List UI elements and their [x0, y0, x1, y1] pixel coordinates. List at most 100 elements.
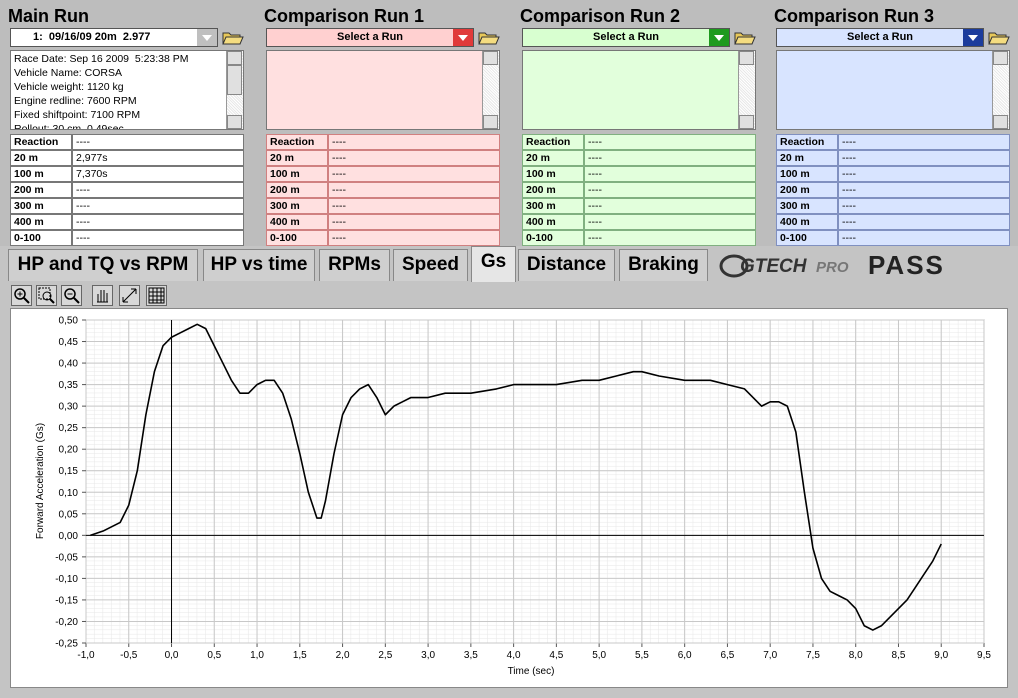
run-info-line: Rollout: 30 cm, 0,49sec — [14, 123, 124, 130]
tab[interactable]: HP and TQ vs RPM — [8, 249, 198, 281]
split-value: ---- — [584, 150, 756, 166]
dropdown-arrow[interactable] — [197, 29, 217, 46]
open-folder-button[interactable] — [988, 30, 1010, 46]
split-label: Reaction — [10, 134, 72, 150]
zoom-out-tool[interactable] — [61, 285, 82, 306]
x-tick-label: 7,0 — [763, 650, 777, 661]
split-label: 400 m — [522, 214, 584, 230]
zoom-box-tool[interactable] — [36, 285, 57, 306]
split-value: ---- — [584, 230, 756, 246]
run-info-box: Race Date: Sep 16 2009 5:23:38 PM Vehicle… — [10, 50, 244, 130]
split-value: ---- — [328, 230, 500, 246]
x-tick-label: 1,0 — [250, 650, 264, 661]
run-selector[interactable]: Select a Run — [266, 28, 474, 47]
y-axis-label: Forward Acceleration (Gs) — [35, 423, 46, 539]
scroll-up[interactable] — [739, 51, 754, 65]
split-label: 200 m — [10, 182, 72, 198]
scrollbar[interactable] — [482, 51, 499, 129]
y-tick-label: 0,25 — [59, 423, 79, 434]
scroll-down[interactable] — [483, 115, 498, 129]
split-value: 2,977s — [72, 150, 244, 166]
split-value: ---- — [584, 134, 756, 150]
y-tick-label: 0,45 — [59, 337, 79, 348]
run-info-box — [522, 50, 756, 130]
tab[interactable]: Gs — [471, 246, 516, 282]
scrollbar[interactable] — [738, 51, 755, 129]
x-tick-label: 0,0 — [165, 650, 179, 661]
scrollbar[interactable] — [992, 51, 1009, 129]
scroll-up[interactable] — [483, 51, 498, 65]
split-value: ---- — [838, 182, 1010, 198]
run-selector-text: Select a Run — [336, 31, 404, 43]
run-info-box — [266, 50, 500, 130]
split-value: ---- — [72, 182, 244, 198]
run-selector-text: Select a Run — [846, 31, 914, 43]
y-tick-label: 0,00 — [59, 531, 79, 542]
tab[interactable]: Distance — [518, 249, 615, 281]
tab[interactable]: Braking — [619, 249, 708, 281]
run-selector[interactable]: 1: 09/16/09 20m 2.977 — [10, 28, 218, 47]
scroll-down[interactable] — [227, 115, 242, 129]
tab[interactable]: HP vs time — [203, 249, 315, 281]
run-info-box — [776, 50, 1010, 130]
y-tick-label: 0,20 — [59, 445, 79, 456]
logo-product: PASS — [868, 250, 945, 280]
dropdown-arrow[interactable] — [963, 29, 983, 46]
split-value: ---- — [838, 166, 1010, 182]
scroll-down[interactable] — [739, 115, 754, 129]
data-line — [90, 323, 942, 631]
x-tick-label: 2,5 — [378, 650, 392, 661]
x-tick-label: 4,0 — [507, 650, 521, 661]
dropdown-arrow[interactable] — [453, 29, 473, 46]
scroll-thumb[interactable] — [227, 65, 242, 95]
split-value: ---- — [838, 134, 1010, 150]
y-tick-label: 0,35 — [59, 380, 79, 391]
split-label: 300 m — [522, 198, 584, 214]
split-value: ---- — [328, 214, 500, 230]
run-info-line: Vehicle Name: CORSA — [14, 67, 122, 79]
split-value: ---- — [328, 198, 500, 214]
y-tick-label: -0,20 — [55, 617, 78, 628]
x-tick-label: 7,5 — [806, 650, 820, 661]
split-value: ---- — [584, 182, 756, 198]
y-tick-label: 0,10 — [59, 488, 79, 499]
split-label: 0-100 — [10, 230, 72, 246]
plot-area — [85, 319, 985, 644]
logo: GTECH PRO PASS — [716, 250, 1006, 280]
split-value: ---- — [838, 198, 1010, 214]
x-tick-label: 3,0 — [421, 650, 435, 661]
open-folder-button[interactable] — [734, 30, 756, 46]
logo-pro: PRO — [816, 259, 849, 276]
x-tick-label: -0,5 — [120, 650, 138, 661]
scroll-down[interactable] — [993, 115, 1008, 129]
split-value: ---- — [584, 198, 756, 214]
grid-tool[interactable] — [146, 285, 167, 306]
scroll-up[interactable] — [993, 51, 1008, 65]
run-selector[interactable]: Select a Run — [522, 28, 730, 47]
open-folder-button[interactable] — [222, 30, 244, 46]
x-tick-label: 5,5 — [635, 650, 649, 661]
scrollbar[interactable] — [226, 51, 243, 129]
x-tick-label: 3,5 — [464, 650, 478, 661]
split-label: 20 m — [776, 150, 838, 166]
split-value: ---- — [838, 230, 1010, 246]
run-selector[interactable]: Select a Run — [776, 28, 984, 47]
fit-tool[interactable] — [119, 285, 140, 306]
scroll-up[interactable] — [227, 51, 242, 65]
split-label: 400 m — [266, 214, 328, 230]
logo-graphic: GTECH PRO PASS — [719, 250, 945, 280]
zoom-in-tool[interactable] — [11, 285, 32, 306]
split-value: ---- — [328, 134, 500, 150]
x-tick-label: 2,0 — [336, 650, 350, 661]
y-tick-label: -0,15 — [55, 595, 78, 606]
split-label: 0-100 — [522, 230, 584, 246]
split-label: 300 m — [776, 198, 838, 214]
x-tick-label: 9,0 — [934, 650, 948, 661]
pan-tool[interactable] — [92, 285, 113, 306]
dropdown-arrow[interactable] — [709, 29, 729, 46]
open-folder-button[interactable] — [478, 30, 500, 46]
tab[interactable]: Speed — [393, 249, 468, 281]
tab[interactable]: RPMs — [319, 249, 390, 281]
x-tick-label: 6,5 — [720, 650, 734, 661]
